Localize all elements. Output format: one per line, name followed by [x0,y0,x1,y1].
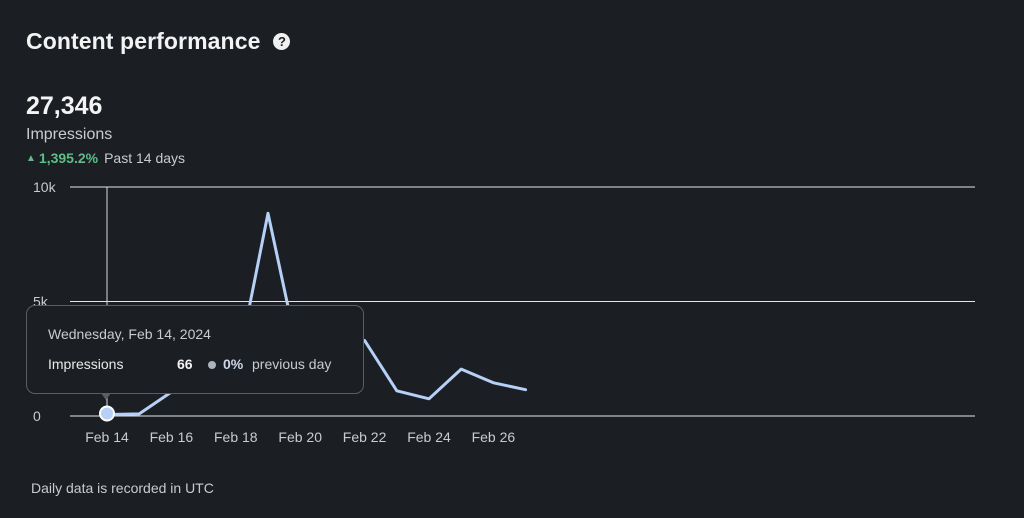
x-axis-ticks: Feb 14 Feb 16 Feb 18 Feb 20 Feb 22 Feb 24 Feb … [85,429,515,445]
change-percent: 1,395.2% [38,150,99,166]
page-title: Content performance [26,28,261,54]
y-tick-label: 10k [33,179,57,195]
tooltip-date: Wednesday, Feb 14, 2024 [48,326,211,342]
utc-footnote: Daily data is recorded in UTC [31,480,214,496]
x-tick-label: Feb 26 [472,429,516,445]
selected-data-point[interactable] [99,405,115,422]
data-points [99,405,115,422]
x-tick-label: Feb 22 [343,429,387,445]
tooltip-change-text: previous day [252,356,332,372]
x-tick-label: Feb 18 [214,429,258,445]
title-row: Content performance ? [26,28,291,55]
x-tick-label: Feb 20 [278,429,322,445]
tooltip-change-pct: 0% [223,356,244,372]
chart-grid [70,186,975,417]
x-tick-label: Feb 24 [407,429,451,445]
tooltip-metric-value: 66 [177,356,193,372]
trend-up-icon: ▲ [26,152,36,164]
impressions-label: Impressions [26,126,113,143]
y-tick-label: 0 [33,408,41,424]
question-circle-icon[interactable]: ? [273,33,291,50]
x-tick-label: Feb 16 [150,429,194,445]
change-period: Past 14 days [104,150,186,166]
chart-tooltip: Wednesday, Feb 14, 2024 Impressions 66 0… [26,305,364,394]
dot-icon [208,361,216,369]
tooltip-pointer [101,393,111,400]
change-row: ▲ 1,395.2% Past 14 days [26,150,185,166]
x-tick-label: Feb 14 [85,429,129,445]
tooltip-metric-label: Impressions [48,356,124,372]
impressions-total: 27,346 [26,92,103,120]
